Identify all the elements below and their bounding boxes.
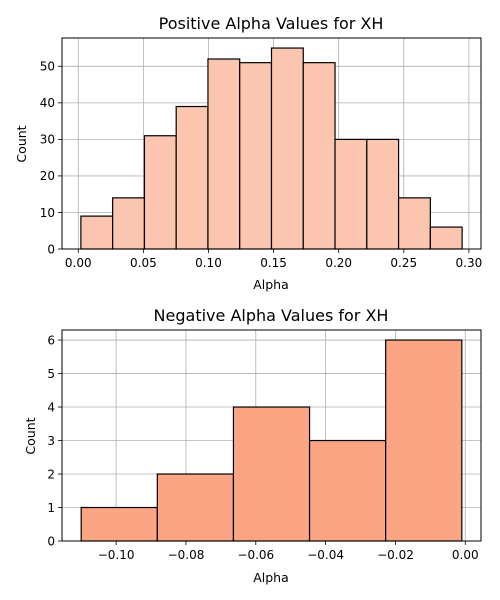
x-axis-label: Alpha <box>253 277 289 292</box>
x-axis-ticks: 0.00 0.05 0.10 0.15 0.20 0.25 0.30 <box>65 249 482 270</box>
y-tick-label: 40 <box>40 96 55 110</box>
histogram-bar <box>156 473 235 542</box>
chart-positive-alpha: Positive Alpha Values for XH 0.00 0.05 0.1… <box>14 14 482 292</box>
x-tick-label: −0.02 <box>377 548 414 562</box>
histogram-bar <box>80 215 114 250</box>
x-tick-label: 0.00 <box>65 256 92 270</box>
histogram-bar <box>429 226 463 250</box>
y-axis-ticks: 0 10 20 30 40 50 <box>40 60 62 256</box>
chart-title: Negative Alpha Values for XH <box>154 306 389 325</box>
histogram-bars <box>80 339 463 542</box>
x-tick-label: 0.20 <box>325 256 352 270</box>
y-axis-label: Count <box>23 417 38 454</box>
histogram-bar <box>385 339 463 542</box>
y-tick-label: 0 <box>47 242 55 256</box>
x-tick-label: −0.04 <box>307 548 344 562</box>
y-tick-label: 50 <box>40 60 55 74</box>
histogram-bar <box>308 439 387 542</box>
histogram-bar <box>175 105 209 250</box>
plot-frame <box>61 329 482 542</box>
chart-negative-alpha: Negative Alpha Values for XH −0.10 −0.08−… <box>23 306 482 585</box>
histogram-bar <box>207 58 241 250</box>
histogram-bar <box>302 62 336 250</box>
histogram-bar <box>143 135 177 250</box>
histogram-bar <box>239 62 273 250</box>
x-tick-label: 0.00 <box>452 548 479 562</box>
x-tick-label: 0.05 <box>130 256 157 270</box>
y-tick-label: 10 <box>40 206 55 220</box>
y-tick-label: 5 <box>47 367 55 381</box>
x-axis-label: Alpha <box>253 570 289 585</box>
y-axis-label: Count <box>14 125 29 162</box>
y-tick-label: 1 <box>47 501 55 515</box>
chart-title: Positive Alpha Values for XH <box>159 14 384 33</box>
histogram-bars <box>80 47 463 250</box>
y-axis-ticks: 0 1 2 3 4 5 6 <box>47 333 62 548</box>
histogram-bar <box>112 197 146 250</box>
x-tick-label: 0.15 <box>260 256 287 270</box>
x-tick-label: 0.25 <box>390 256 417 270</box>
y-tick-label: 6 <box>47 333 55 347</box>
histogram-bar <box>334 138 368 250</box>
x-tick-label: 0.10 <box>195 256 222 270</box>
histogram-bar <box>366 138 400 250</box>
x-tick-label: 0.30 <box>456 256 483 270</box>
x-axis-ticks: −0.10 −0.08 −0.06 −0.04 −0.02 0.00 <box>98 541 479 562</box>
y-tick-label: 3 <box>47 434 55 448</box>
histogram-bar <box>270 47 304 250</box>
x-tick-label: −0.06 <box>237 548 274 562</box>
histogram-bar <box>232 406 311 542</box>
y-tick-label: 0 <box>47 534 55 548</box>
histogram-bar <box>397 197 431 250</box>
plot-frame <box>61 37 482 250</box>
x-tick-label: −0.08 <box>168 548 205 562</box>
y-tick-label: 30 <box>40 133 55 147</box>
y-tick-label: 2 <box>47 467 55 481</box>
y-tick-label: 20 <box>40 169 55 183</box>
y-tick-label: 4 <box>47 400 55 414</box>
x-tick-label: −0.10 <box>98 548 135 562</box>
histogram-bar <box>80 506 158 542</box>
